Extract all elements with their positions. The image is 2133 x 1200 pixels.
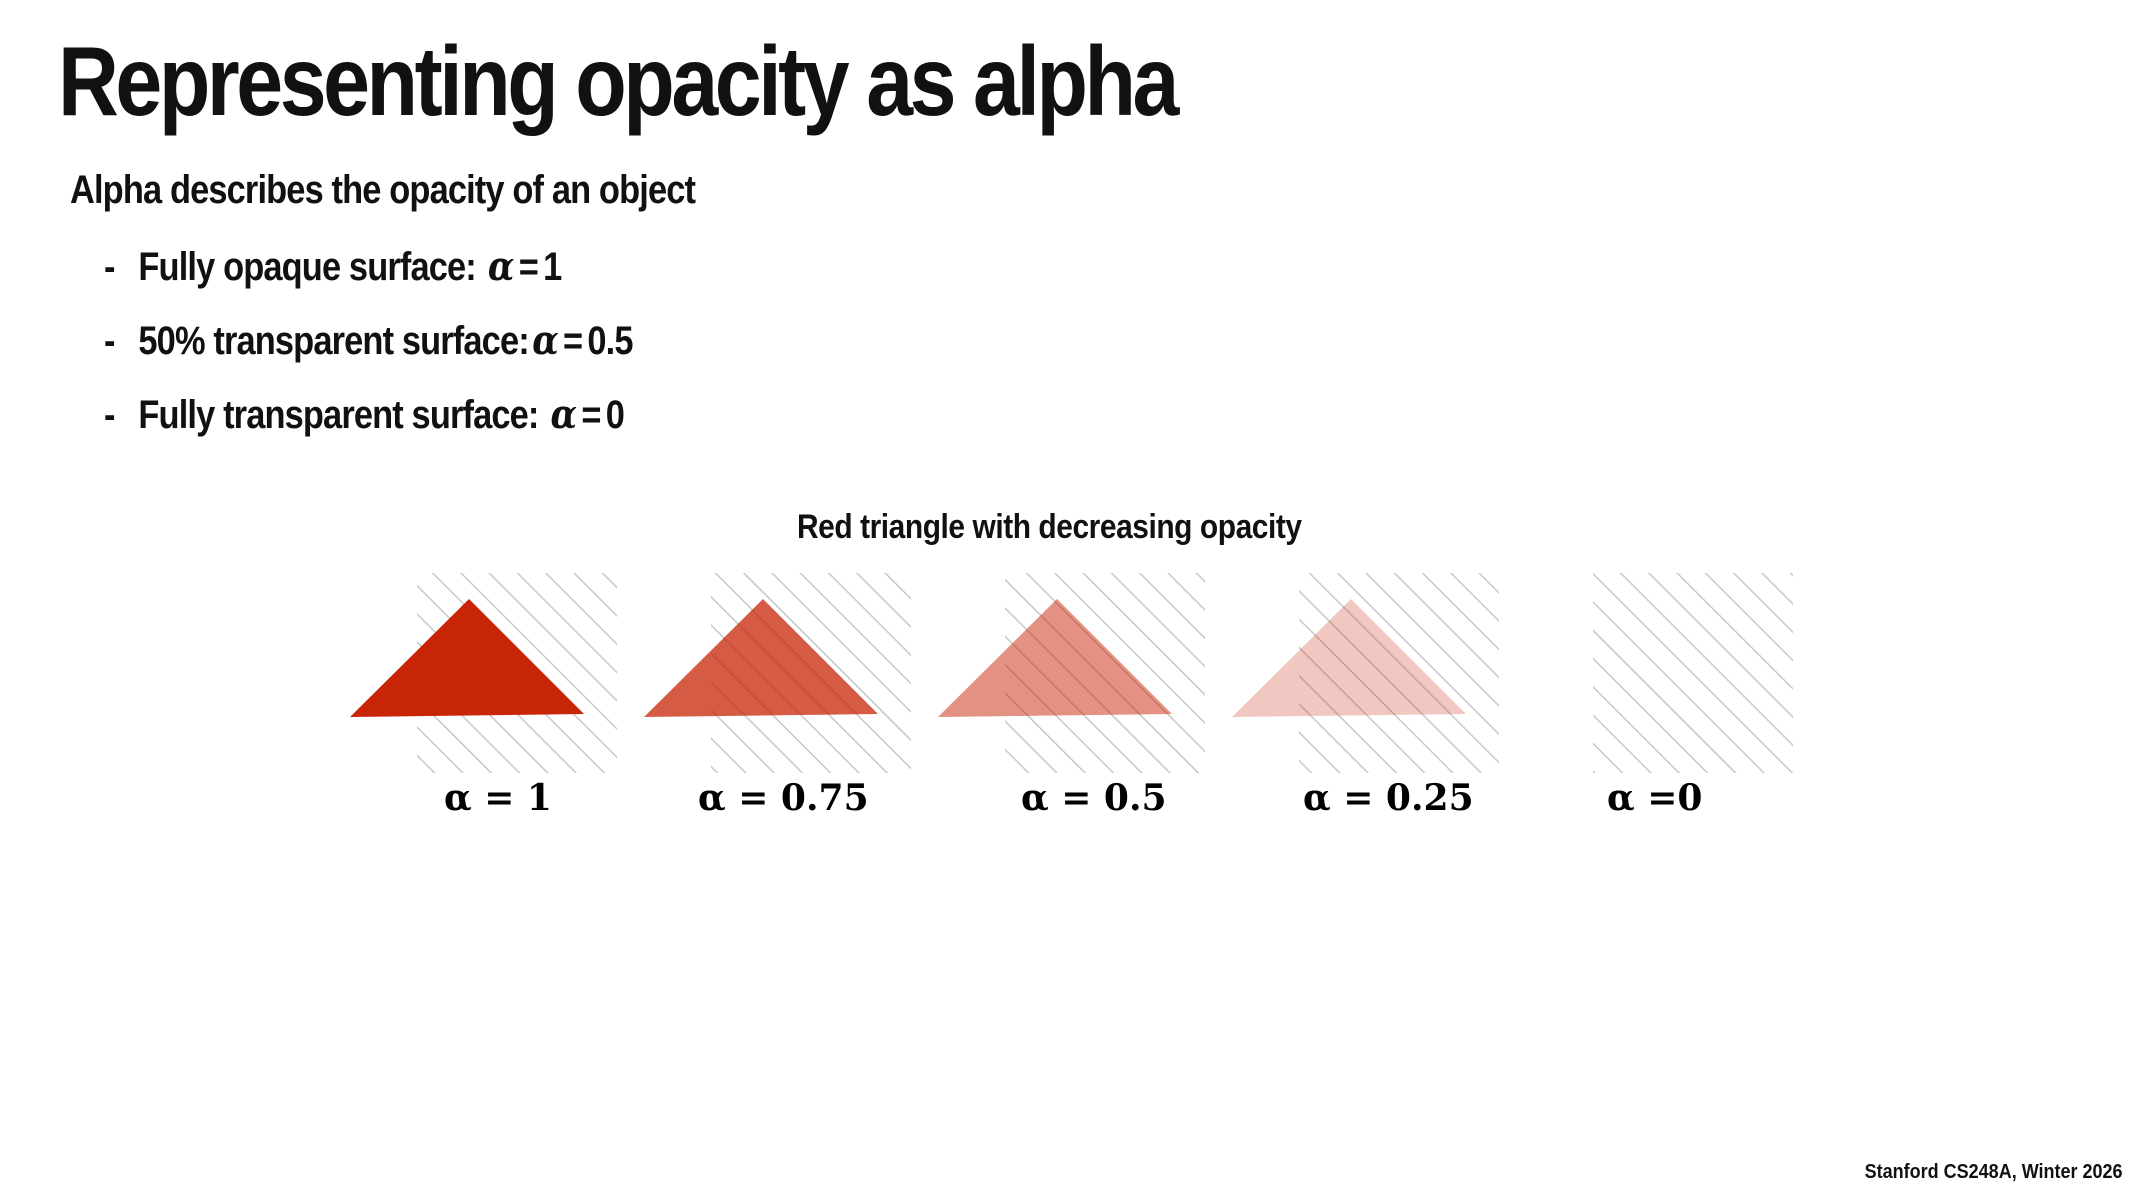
bullet-opaque: - Fully opaque surface: α = 1 [104,243,562,290]
opacity-panel: α = 0.5 [938,573,1205,819]
figure-caption: Red triangle with decreasing opacity [797,508,1302,546]
bullet-text: 50% transparent surface: [138,319,529,363]
equals-sign: = [581,393,601,437]
opacity-panel: α = 0.75 [644,573,911,819]
bullet-transparent: - Fully transparent surface: α = 0 [104,391,625,438]
alpha-symbol: α [487,243,514,290]
bullet-dash: - [104,319,115,363]
red-triangle [1232,599,1466,717]
alpha-value: 0 [605,393,625,437]
red-triangle [644,599,878,717]
bullet-text: Fully opaque surface: [138,245,476,289]
opacity-panel: α = 0.25 [1232,573,1499,819]
footer-course: Stanford CS248A, Winter 2026 [1865,1161,2123,1183]
slide-title: Representing opacity as alpha [58,26,1179,136]
bullet-half-transparent: -50% transparent surface:α = 0.5 [104,317,634,364]
bullet-text: Fully transparent surface: [138,393,539,437]
alpha-value: 1 [543,245,562,289]
hatched-background [1593,573,1793,773]
alpha-label: α = 0.75 [698,777,869,819]
bullet-dash: - [104,245,115,289]
red-triangle [350,599,584,717]
alpha-label: α = 1 [444,777,552,819]
alpha-symbol: α [550,391,577,438]
alpha-label: α = 0.5 [1021,777,1167,819]
alpha-symbol: α [532,317,558,364]
red-triangle [938,599,1172,717]
hatched-background [1299,573,1499,773]
alpha-label: α = 0.25 [1303,777,1474,819]
equals-sign: = [563,319,583,363]
alpha-label: α =0 [1607,777,1702,819]
alpha-value: 0.5 [587,319,633,363]
slide-subtitle: Alpha describes the opacity of an object [70,168,696,212]
bullet-dash: - [104,393,115,437]
opacity-panel: α = 1 [350,573,617,819]
equals-sign: = [518,245,539,289]
opacity-panel: α =0 [1593,573,1793,819]
